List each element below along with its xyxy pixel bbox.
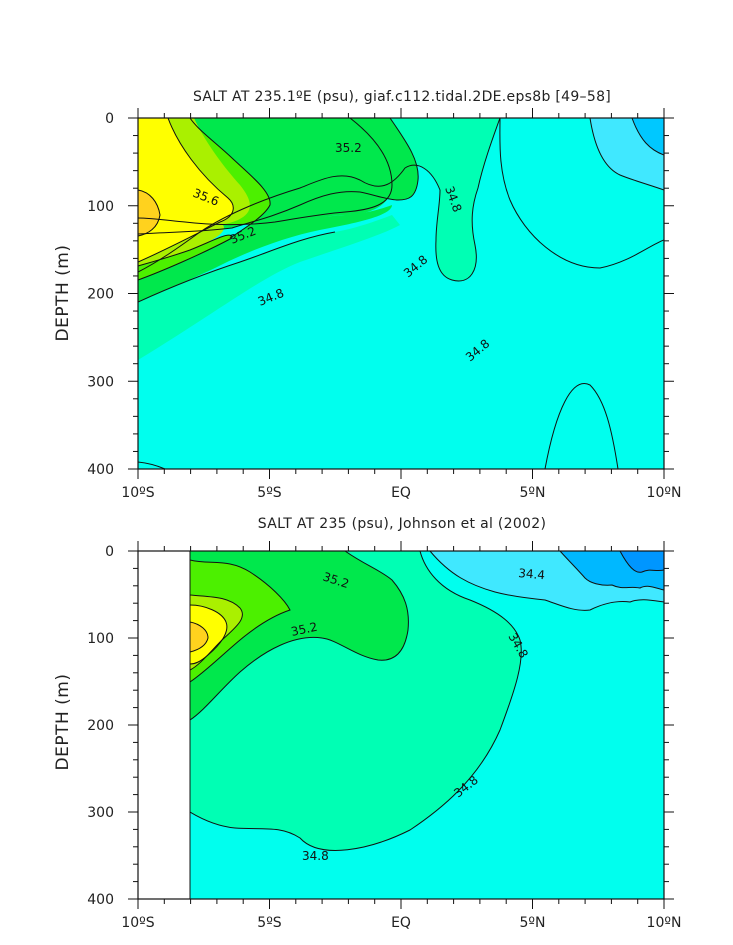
bottom-fill-35-8: [190, 622, 208, 652]
bottom-y-tick-label: 400: [87, 892, 114, 908]
bottom-x-tick-label: 5ºS: [257, 915, 282, 931]
top-y-tick-label: 100: [87, 199, 114, 215]
top-x-tick-label: EQ: [391, 485, 411, 501]
bottom-x-tick-label: EQ: [391, 915, 411, 931]
top-y-tick-label: 200: [87, 287, 114, 303]
contour-label: 35.2: [335, 141, 362, 155]
top-contour-line: [631, 118, 664, 156]
top-y-tick-label: 300: [87, 374, 114, 390]
top-y-axis-label: DEPTH (m): [53, 245, 73, 342]
bottom-axes: 10ºS 5ºS EQ 5ºN 10ºN 0 100 200 300 400: [87, 541, 681, 931]
bottom-contour-line: [190, 621, 209, 653]
bottom-contour-line: [190, 559, 291, 683]
top-x-tick-label: 5ºS: [257, 485, 282, 501]
top-x-tick-label: 10ºN: [647, 485, 682, 501]
top-contour-lines: [138, 118, 664, 469]
top-contour-line: [138, 118, 393, 226]
top-fill-34-2: [632, 118, 664, 155]
bottom-x-tick-label: 10ºN: [647, 915, 682, 931]
bottom-y-tick-label: 100: [87, 631, 114, 647]
bottom-contour-line: [190, 551, 409, 721]
bottom-x-tick-label: 5ºN: [520, 915, 546, 931]
bottom-contour-line: [619, 551, 664, 573]
top-contour-line: [138, 118, 419, 235]
bottom-contour-line: [190, 551, 522, 851]
contour-label: 34.8: [302, 849, 329, 863]
bottom-contour-lines: [190, 551, 664, 851]
bottom-contour-fill: [190, 551, 664, 899]
bottom-contour-line: [190, 604, 228, 665]
top-fill-35-4-lower: [138, 222, 224, 266]
bottom-y-axis-label: DEPTH (m): [53, 674, 73, 771]
contour-label: 34.4: [518, 566, 546, 582]
bottom-y-tick-label: 0: [105, 544, 114, 560]
top-fill-34-8-lower: [138, 215, 400, 360]
top-contour-line: [138, 237, 233, 281]
top-panel-title: SALT AT 235.1ºE (psu), giaf.c112.tidal.2…: [193, 89, 611, 105]
top-contour-line: [544, 383, 619, 469]
bottom-y-tick-label: 300: [87, 805, 114, 821]
top-y-tick-label: 0: [105, 111, 114, 127]
top-contour-line: [138, 189, 161, 237]
top-contour-line: [138, 118, 501, 282]
bottom-contour-line: [429, 551, 664, 611]
top-panel: SALT AT 235.1ºE (psu), giaf.c112.tidal.2…: [53, 89, 681, 501]
top-contour-fill: [138, 118, 664, 469]
bottom-fill-35-6: [190, 605, 227, 664]
top-contour-line: [138, 461, 166, 469]
top-fill-35-2b: [190, 118, 392, 238]
top-fill-35-0-lower: [138, 205, 392, 302]
bottom-contour-line: [559, 551, 664, 591]
bottom-panel: SALT AT 235 (psu), Johnson et al (2002): [53, 516, 681, 931]
top-contour-line: [138, 118, 234, 263]
contour-label: 35.2: [290, 620, 319, 639]
bottom-y-tick-label: 200: [87, 718, 114, 734]
top-contour-line: [138, 234, 233, 267]
top-contour-line: [499, 118, 664, 269]
top-axes: 10ºS 5ºS EQ 5ºN 10ºN 0 100 200 300 400: [87, 108, 681, 501]
top-contour-line: [589, 118, 664, 191]
bottom-x-tick-label: 10ºS: [121, 915, 154, 931]
top-x-tick-label: 10ºS: [121, 485, 154, 501]
top-contour-line: [138, 231, 336, 303]
top-fill-35-2-lower: [138, 235, 232, 280]
top-y-tick-label: 400: [87, 462, 114, 478]
top-fill-34-4: [469, 118, 664, 469]
top-contour-line: [189, 118, 271, 239]
top-x-tick-label: 5ºN: [520, 485, 546, 501]
bottom-panel-title: SALT AT 235 (psu), Johnson et al (2002): [258, 516, 547, 532]
